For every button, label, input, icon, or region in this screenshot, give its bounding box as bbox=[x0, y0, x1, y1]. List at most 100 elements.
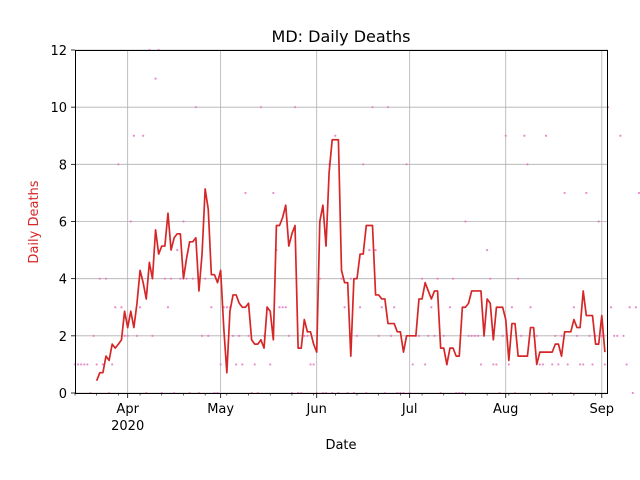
daily-point bbox=[166, 306, 170, 309]
daily-point bbox=[111, 363, 114, 366]
daily-point bbox=[358, 306, 362, 309]
daily-point bbox=[535, 334, 538, 337]
daily-point bbox=[117, 163, 120, 166]
y-tick-label: 6 bbox=[59, 216, 67, 231]
y-tick-label: 2 bbox=[59, 330, 67, 345]
daily-point bbox=[560, 334, 563, 337]
daily-point bbox=[151, 334, 154, 337]
daily-point bbox=[200, 334, 204, 337]
daily-point bbox=[575, 334, 579, 337]
daily-point bbox=[588, 334, 591, 337]
rolling-average-line bbox=[95, 138, 606, 382]
y-axis-label: Daily Deaths bbox=[27, 180, 42, 263]
daily-point bbox=[424, 363, 427, 366]
daily-point bbox=[520, 334, 523, 337]
daily-point bbox=[464, 220, 467, 223]
daily-point bbox=[98, 277, 101, 280]
y-tick-label: 0 bbox=[59, 387, 67, 402]
x-tick-label: May bbox=[207, 402, 234, 417]
daily-point bbox=[135, 334, 139, 337]
daily-point bbox=[529, 306, 532, 309]
daily-point bbox=[557, 363, 560, 366]
daily-point bbox=[582, 363, 585, 366]
daily-point bbox=[495, 363, 498, 366]
daily-point bbox=[219, 363, 222, 366]
daily-point bbox=[591, 363, 594, 366]
daily-point bbox=[309, 363, 312, 366]
daily-point bbox=[76, 363, 80, 366]
daily-point bbox=[340, 277, 343, 280]
daily-point bbox=[142, 134, 145, 137]
x-tick-label: Jun bbox=[306, 402, 327, 417]
daily-point bbox=[253, 363, 256, 366]
daily-point bbox=[637, 191, 640, 195]
y-tick-label: 12 bbox=[50, 44, 67, 59]
x-tick-sublabel: 2020 bbox=[111, 419, 144, 434]
daily-point bbox=[523, 134, 526, 137]
daily-point bbox=[138, 306, 142, 309]
daily-point bbox=[451, 277, 455, 280]
daily-point bbox=[210, 306, 213, 309]
daily-point bbox=[572, 306, 576, 309]
daily-point bbox=[86, 363, 89, 366]
chart-title: MD: Daily Deaths bbox=[272, 27, 411, 46]
daily-point bbox=[510, 306, 514, 309]
daily-point bbox=[293, 106, 297, 109]
daily-point bbox=[194, 106, 197, 109]
daily-point bbox=[622, 334, 625, 337]
daily-point bbox=[207, 334, 210, 337]
daily-point bbox=[476, 334, 479, 337]
daily-point bbox=[247, 334, 250, 337]
daily-point bbox=[380, 306, 383, 309]
daily-point bbox=[417, 334, 421, 337]
y-tick-label: 4 bbox=[59, 273, 67, 288]
daily-point bbox=[538, 363, 541, 366]
daily-point bbox=[563, 191, 566, 195]
daily-point bbox=[389, 334, 393, 337]
daily-point bbox=[241, 363, 244, 366]
x-axis: Apr 2020 May Jun Jul Aug Sep bbox=[74, 393, 614, 434]
daily-point bbox=[312, 363, 315, 366]
daily-point bbox=[259, 106, 263, 109]
daily-point bbox=[120, 306, 123, 309]
daily-point bbox=[433, 334, 436, 337]
daily-point bbox=[83, 363, 86, 366]
x-tick-label: Apr bbox=[116, 402, 139, 417]
daily-point bbox=[613, 334, 616, 337]
daily-point bbox=[95, 363, 98, 366]
daily-point bbox=[371, 106, 374, 109]
daily-point bbox=[486, 248, 489, 252]
daily-point bbox=[609, 306, 613, 309]
daily-point bbox=[492, 363, 495, 366]
daily-point bbox=[306, 334, 309, 337]
daily-point bbox=[597, 220, 600, 223]
daily-point bbox=[362, 163, 365, 166]
daily-point bbox=[281, 306, 284, 309]
daily-point bbox=[287, 334, 290, 337]
daily-point bbox=[551, 363, 554, 366]
daily-point bbox=[129, 220, 132, 223]
daily-point bbox=[504, 134, 507, 137]
daily-point bbox=[526, 163, 529, 166]
daily-point bbox=[473, 334, 476, 337]
daily-point bbox=[470, 334, 473, 337]
daily-point bbox=[169, 277, 173, 280]
daily-point bbox=[374, 248, 377, 252]
daily-point bbox=[278, 306, 281, 309]
daily-point bbox=[467, 334, 470, 337]
daily-point bbox=[182, 220, 185, 223]
daily-point bbox=[244, 191, 247, 195]
daily-point bbox=[507, 363, 510, 366]
daily-point bbox=[544, 134, 548, 137]
daily-point bbox=[501, 334, 504, 337]
daily-point bbox=[132, 134, 135, 137]
daily-point bbox=[442, 334, 445, 337]
daily-point bbox=[566, 363, 569, 366]
daily-point bbox=[489, 277, 492, 280]
daily-point bbox=[628, 306, 631, 309]
daily-point bbox=[126, 334, 129, 337]
daily-point bbox=[284, 306, 287, 309]
daily-point bbox=[368, 248, 371, 252]
daily-point bbox=[303, 334, 306, 337]
